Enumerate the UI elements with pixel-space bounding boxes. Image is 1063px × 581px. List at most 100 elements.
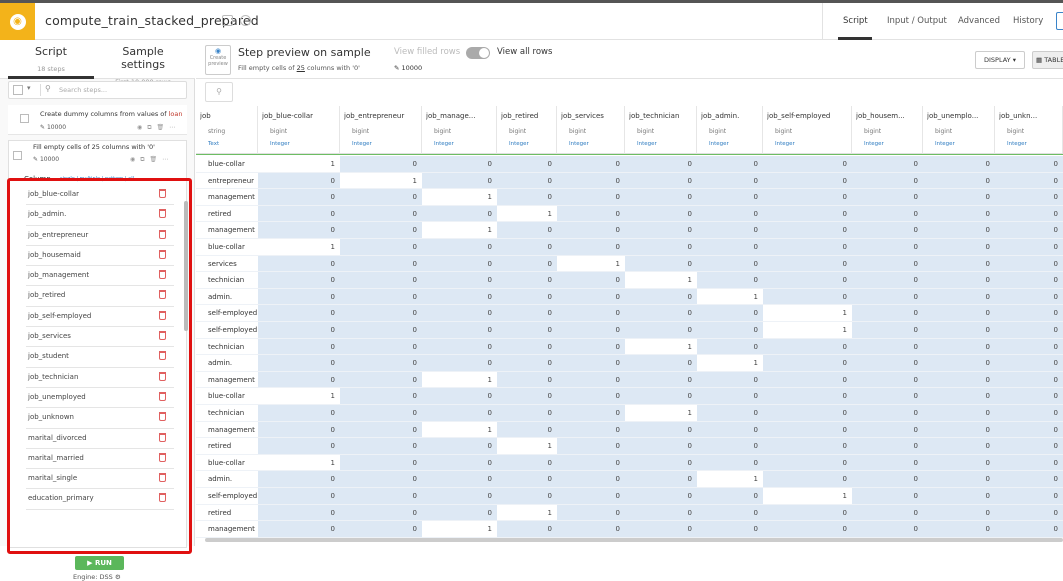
table-cell-job[interactable]: retired (196, 205, 258, 223)
table-cell[interactable]: 0 (697, 156, 763, 173)
table-cell[interactable]: 0 (422, 156, 497, 173)
table-cell[interactable]: 0 (625, 172, 697, 190)
table-cell[interactable]: 1 (422, 189, 497, 206)
table-cell[interactable]: 0 (763, 156, 852, 173)
table-cell[interactable]: 0 (497, 471, 557, 488)
table-cell[interactable]: 0 (258, 421, 340, 439)
table-cell[interactable]: 0 (340, 421, 422, 439)
table-cell[interactable]: 0 (995, 454, 1063, 472)
table-cell-job[interactable]: management (196, 371, 258, 389)
table-cell[interactable]: 0 (497, 189, 557, 206)
steps-scrollbar[interactable] (184, 201, 188, 331)
table-cell[interactable]: 0 (422, 205, 497, 223)
trash-icon[interactable] (159, 229, 166, 239)
table-cell[interactable]: 0 (340, 305, 422, 322)
table-cell[interactable]: 0 (340, 222, 422, 239)
table-cell[interactable]: 1 (340, 172, 422, 190)
table-cell[interactable]: 0 (763, 255, 852, 273)
table-cell[interactable]: 0 (557, 222, 625, 239)
table-cell[interactable]: 0 (625, 388, 697, 405)
table-cell[interactable]: 0 (923, 504, 995, 522)
table-cell-job[interactable]: entrepreneur (196, 172, 258, 190)
table-cell[interactable]: 0 (625, 454, 697, 472)
table-cell[interactable]: 0 (422, 338, 497, 356)
table-cell[interactable]: 0 (852, 255, 923, 273)
table-cell-job[interactable]: self-employed (196, 488, 258, 505)
table-cell[interactable]: 0 (995, 504, 1063, 522)
table-cell[interactable]: 0 (995, 239, 1063, 256)
trash-icon[interactable] (159, 209, 166, 219)
table-cell[interactable]: 0 (557, 521, 625, 538)
nav-advanced[interactable]: Advanced (958, 16, 1000, 26)
column-header[interactable]: job_technician bigint Integer (625, 106, 697, 154)
table-cell[interactable]: 0 (340, 355, 422, 372)
table-cell[interactable]: 0 (340, 405, 422, 422)
table-cell[interactable]: 0 (340, 288, 422, 306)
table-cell[interactable]: 0 (258, 438, 340, 455)
table-cell[interactable]: 1 (763, 322, 852, 339)
table-cell[interactable]: 0 (422, 488, 497, 505)
create-preview-button[interactable]: ◉ Create preview (205, 45, 231, 75)
table-cell[interactable]: 0 (258, 322, 340, 339)
table-cell[interactable]: 0 (625, 371, 697, 389)
table-cell[interactable]: 1 (497, 205, 557, 223)
table-cell[interactable]: 0 (923, 189, 995, 206)
table-cell[interactable]: 0 (497, 488, 557, 505)
select-all-checkbox[interactable] (13, 85, 23, 95)
table-cell[interactable]: 0 (697, 338, 763, 356)
table-cell[interactable]: 1 (422, 222, 497, 239)
table-cell[interactable]: 0 (852, 405, 923, 422)
table-cell[interactable]: 0 (625, 471, 697, 488)
table-cell[interactable]: 0 (340, 488, 422, 505)
table-cell[interactable]: 0 (697, 322, 763, 339)
table-cell[interactable]: 1 (763, 488, 852, 505)
table-cell[interactable]: 0 (625, 189, 697, 206)
table-cell[interactable]: 0 (557, 305, 625, 322)
column-list-item[interactable]: job_self-employed (26, 306, 174, 328)
table-cell[interactable]: 0 (422, 255, 497, 273)
table-cell[interactable]: 0 (852, 239, 923, 256)
table-cell[interactable]: 0 (697, 454, 763, 472)
table-cell-job[interactable]: admin. (196, 355, 258, 372)
table-cell[interactable]: 0 (923, 405, 995, 422)
table-cell[interactable]: 0 (258, 172, 340, 190)
table-cell[interactable]: 0 (422, 172, 497, 190)
table-cell[interactable]: 0 (923, 272, 995, 289)
column-header[interactable]: job_blue-collar bigint Integer (258, 106, 340, 154)
table-cell[interactable]: 0 (497, 222, 557, 239)
table-cell[interactable]: 0 (923, 438, 995, 455)
column-meaning[interactable]: Integer (1007, 141, 1027, 147)
table-cell[interactable]: 1 (258, 239, 340, 256)
table-cell[interactable]: 1 (625, 338, 697, 356)
column-header[interactable]: job_entrepreneur bigint Integer (340, 106, 422, 154)
table-cell[interactable]: 0 (995, 156, 1063, 173)
column-list-item[interactable]: job_services (26, 327, 174, 348)
table-cell[interactable]: 0 (557, 454, 625, 472)
trash-icon[interactable] (159, 290, 166, 300)
table-cell[interactable]: 0 (497, 388, 557, 405)
trash-icon[interactable] (159, 493, 166, 503)
table-cell[interactable]: 0 (422, 272, 497, 289)
table-cell[interactable]: 0 (995, 205, 1063, 223)
table-cell[interactable]: 0 (852, 454, 923, 472)
table-cell[interactable]: 0 (763, 355, 852, 372)
column-list-item[interactable]: job_unknown (26, 408, 174, 429)
table-cell[interactable]: 0 (763, 421, 852, 439)
table-cell[interactable]: 0 (995, 488, 1063, 505)
table-cell[interactable]: 0 (995, 288, 1063, 306)
table-cell[interactable]: 0 (763, 471, 852, 488)
table-cell[interactable]: 0 (852, 421, 923, 439)
column-header[interactable]: job_retired bigint Integer (497, 106, 557, 154)
table-cell[interactable]: 0 (923, 305, 995, 322)
table-cell[interactable]: 0 (995, 438, 1063, 455)
table-cell[interactable]: 1 (422, 521, 497, 538)
table-cell[interactable]: 0 (557, 488, 625, 505)
table-cell[interactable]: 0 (625, 255, 697, 273)
table-cell[interactable]: 0 (763, 371, 852, 389)
trash-icon[interactable] (159, 331, 166, 341)
table-cell[interactable]: 0 (763, 288, 852, 306)
table-cell[interactable]: 0 (557, 438, 625, 455)
column-header[interactable]: job_self-employed bigint Integer (763, 106, 852, 154)
column-list-item[interactable]: marital_divorced (26, 428, 174, 449)
table-cell-job[interactable]: retired (196, 504, 258, 522)
